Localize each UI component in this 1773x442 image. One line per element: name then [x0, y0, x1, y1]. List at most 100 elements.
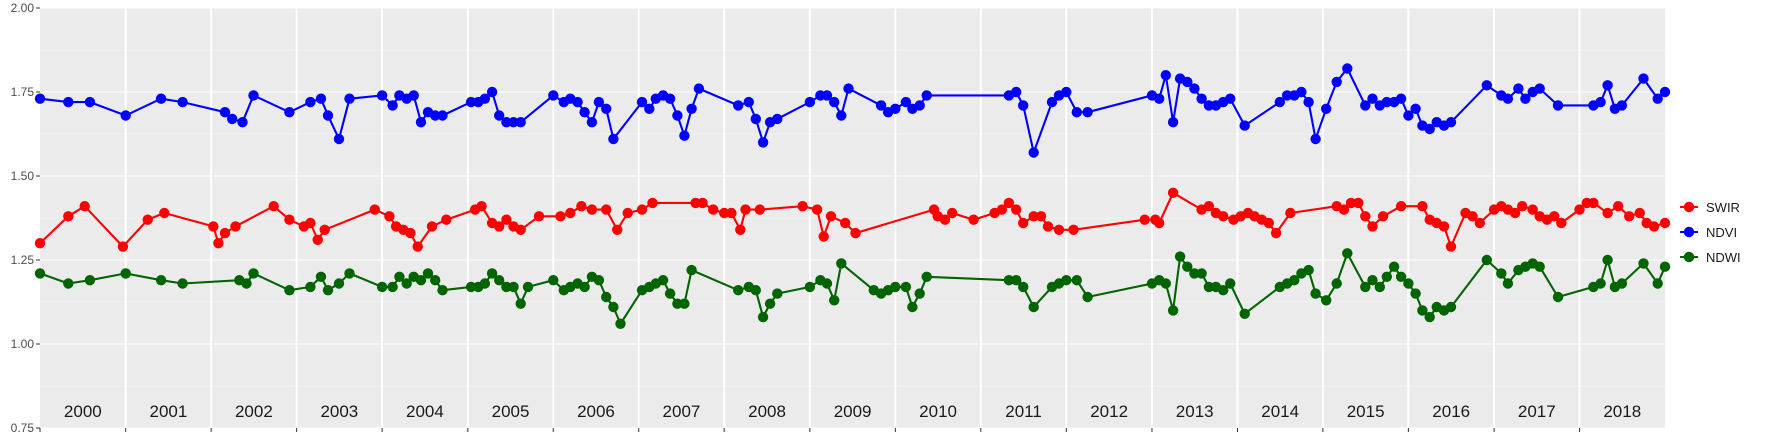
y-tick-label: 1.00 [11, 337, 35, 351]
data-point-ndwi [387, 281, 398, 293]
year-label: 2015 [1347, 402, 1385, 421]
data-point-swir [939, 214, 951, 225]
data-point-ndwi [394, 271, 405, 282]
data-point-ndwi [686, 264, 697, 276]
data-point-ndvi [875, 100, 887, 111]
year-label: 2013 [1176, 402, 1214, 421]
data-point-ndvi [1281, 90, 1293, 101]
data-point-ndwi [315, 271, 327, 282]
data-point-ndwi [1534, 261, 1545, 272]
data-point-ndvi [548, 90, 559, 101]
data-point-ndvi [1534, 83, 1545, 94]
y-tick-label: 0.75 [11, 421, 35, 435]
data-point-ndvi [1659, 86, 1671, 98]
data-point-ndwi [1403, 278, 1414, 289]
data-point-ndvi [1196, 93, 1207, 104]
data-point-ndvi [1225, 93, 1236, 104]
data-point-ndvi [829, 96, 840, 108]
data-point-ndvi [177, 96, 188, 108]
data-point-ndwi [465, 281, 477, 293]
data-point-swir [1053, 224, 1065, 235]
data-point-ndvi [1018, 100, 1029, 111]
data-point-swir [268, 201, 279, 212]
data-point-ndwi [601, 291, 612, 303]
data-point-swir [426, 221, 438, 232]
data-point-swir [384, 211, 395, 222]
data-point-ndvi [843, 83, 854, 94]
data-point-ndvi [1367, 93, 1378, 104]
data-point-swir [1068, 224, 1079, 235]
data-point-ndwi [155, 275, 167, 286]
data-point-swir [1417, 201, 1428, 212]
data-point-ndwi [333, 278, 345, 289]
data-point-ndwi [1189, 268, 1200, 279]
data-point-swir [601, 204, 612, 215]
legend-item-swir: SWIR [1680, 200, 1740, 215]
data-point-ndvi [586, 117, 598, 128]
data-point-ndvi [508, 117, 519, 128]
data-point-ndwi [1445, 301, 1457, 313]
data-point-ndwi [1652, 278, 1663, 289]
data-point-ndvi [890, 103, 901, 115]
data-point-swir [1285, 207, 1296, 219]
data-point-swir [565, 207, 576, 219]
data-point-ndwi [479, 278, 491, 289]
data-point-ndwi [1502, 278, 1514, 289]
data-point-ndvi [1616, 100, 1628, 111]
data-point-ndwi [437, 285, 448, 296]
data-point-ndwi [486, 268, 498, 279]
data-point-ndwi [615, 318, 626, 329]
legend-key-marker [1683, 201, 1695, 213]
data-point-swir [1270, 227, 1282, 239]
data-point-ndwi [1638, 258, 1649, 269]
data-point-ndvi [1424, 123, 1435, 135]
data-point-swir [494, 221, 505, 232]
data-point-ndvi [284, 107, 295, 118]
data-point-ndwi [1028, 301, 1039, 313]
data-point-swir [405, 227, 416, 239]
year-label: 2018 [1603, 402, 1641, 421]
data-point-ndvi [921, 90, 932, 101]
data-point-ndvi [1445, 117, 1457, 128]
data-point-ndwi [305, 281, 316, 293]
data-point-ndvi [408, 90, 419, 101]
data-point-ndvi [772, 113, 783, 125]
data-point-swir [636, 204, 648, 215]
data-point-swir [1556, 217, 1567, 229]
data-point-ndvi [1520, 93, 1531, 104]
data-point-swir [708, 204, 719, 215]
x-axis [39, 428, 1581, 432]
data-point-swir [754, 204, 765, 215]
data-point-ndwi [1395, 271, 1407, 282]
data-point-ndwi [1342, 248, 1353, 259]
data-point-ndvi [344, 93, 355, 104]
data-point-ndwi [1310, 288, 1321, 299]
data-point-ndvi [1296, 86, 1307, 98]
data-point-swir [1353, 197, 1364, 209]
year-label: 2004 [406, 402, 444, 421]
data-point-ndvi [322, 110, 334, 121]
data-point-ndwi [1082, 291, 1093, 303]
data-point-ndwi [1003, 275, 1015, 286]
data-point-ndwi [907, 301, 918, 313]
data-point-ndvi [644, 103, 655, 115]
data-point-ndvi [664, 93, 676, 104]
legend-key-marker [1683, 226, 1695, 238]
data-point-ndwi [1303, 264, 1314, 276]
data-point-ndvi [465, 96, 477, 108]
year-label: 2002 [235, 402, 273, 421]
data-point-ndwi [733, 285, 744, 296]
data-point-ndvi [750, 113, 761, 125]
data-point-swir [476, 201, 487, 212]
data-point-swir [735, 224, 746, 235]
data-point-ndwi [804, 281, 816, 293]
year-label: 2008 [748, 402, 786, 421]
series-ndwi [34, 248, 1671, 329]
data-point-ndvi [1011, 86, 1022, 98]
data-point-swir [1263, 217, 1275, 229]
data-point-ndwi [750, 285, 761, 296]
data-point-ndwi [1602, 254, 1613, 266]
data-point-swir [1445, 241, 1457, 252]
year-label: 2010 [919, 402, 957, 421]
year-label: 2009 [834, 402, 872, 421]
